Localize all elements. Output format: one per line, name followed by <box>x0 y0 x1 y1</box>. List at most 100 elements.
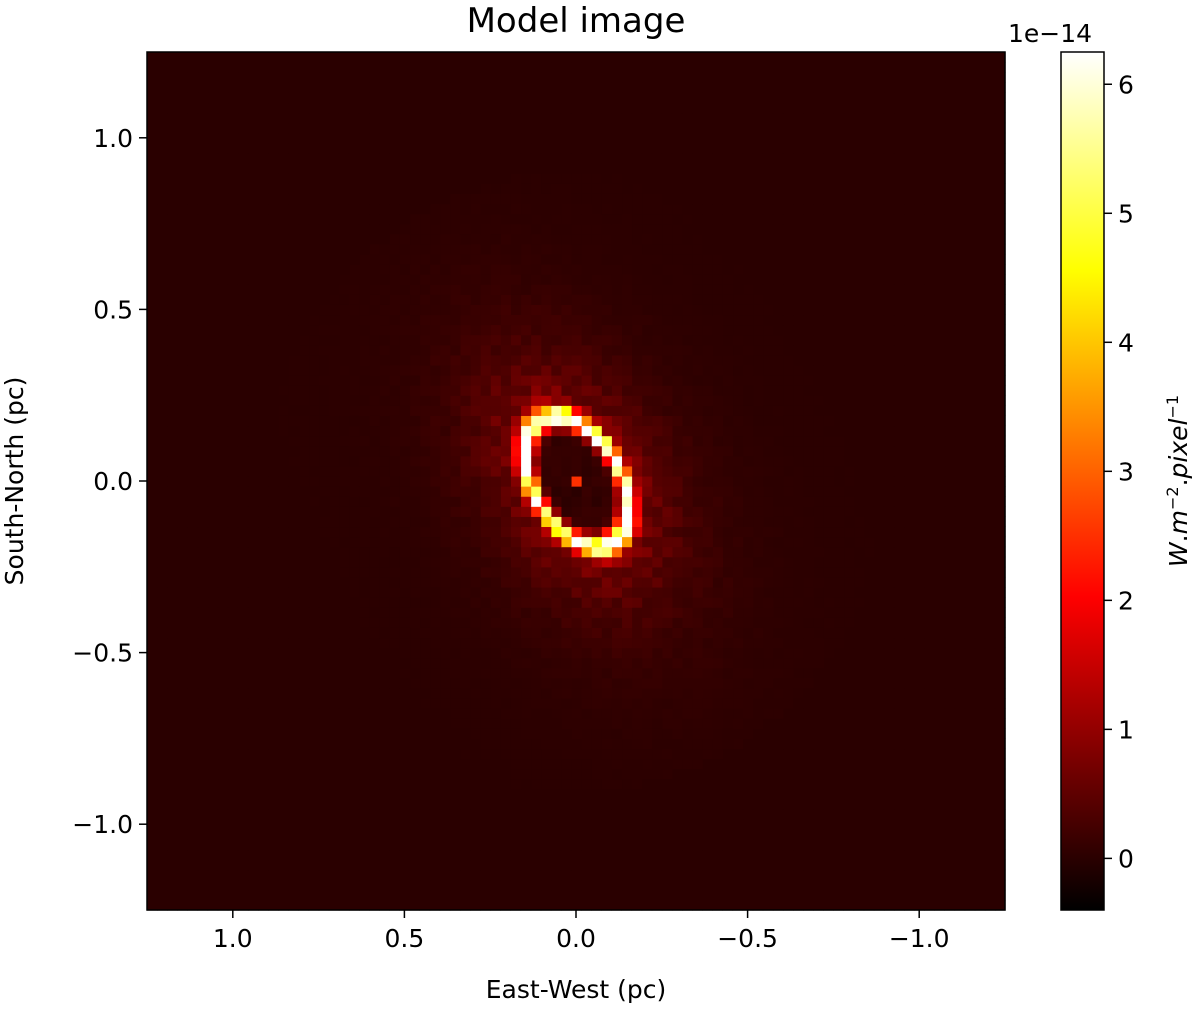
heatmap-cell <box>702 375 713 386</box>
heatmap-cell <box>994 526 1006 538</box>
heatmap-cell <box>681 829 693 840</box>
heatmap-cell <box>581 718 592 729</box>
heatmap-cell <box>207 415 219 427</box>
heatmap-cell <box>611 536 623 548</box>
heatmap-cell <box>369 758 380 770</box>
heatmap-cell <box>530 667 542 679</box>
heatmap-cell <box>500 788 511 800</box>
heatmap-cell <box>883 405 895 416</box>
heatmap-cell <box>439 859 451 871</box>
heatmap-cell <box>278 889 289 901</box>
heatmap-cell <box>581 344 592 356</box>
heatmap-cell <box>157 859 168 871</box>
heatmap-cell <box>611 637 623 649</box>
heatmap-cell <box>813 738 824 750</box>
heatmap-cell <box>994 344 1006 356</box>
heatmap-cell <box>671 506 683 517</box>
heatmap-cell <box>732 475 744 487</box>
heatmap-cell <box>247 728 259 739</box>
heatmap-cell <box>843 344 855 356</box>
heatmap-cell <box>157 718 168 729</box>
heatmap-cell <box>863 546 875 558</box>
heatmap-cell <box>893 667 905 679</box>
heatmap-cell <box>570 314 582 326</box>
heatmap-cell <box>772 566 784 578</box>
heatmap-cell <box>197 455 209 467</box>
heatmap-cell <box>621 586 633 598</box>
heatmap-cell <box>318 849 330 861</box>
heatmap-cell <box>470 869 481 881</box>
heatmap-cell <box>793 465 804 477</box>
heatmap-cell <box>459 465 471 477</box>
heatmap-cell <box>782 435 794 447</box>
heatmap-cell <box>591 698 602 709</box>
heatmap-cell <box>197 536 209 548</box>
heatmap-cell <box>873 718 885 729</box>
heatmap-cell <box>591 375 602 386</box>
heatmap-cell <box>843 859 855 871</box>
heatmap-cell <box>358 728 370 739</box>
heatmap-cell <box>742 516 754 528</box>
heatmap-cell <box>258 566 269 578</box>
heatmap-cell <box>318 526 330 538</box>
heatmap-cell <box>712 486 723 497</box>
heatmap-cell <box>187 607 199 618</box>
heatmap-cell <box>570 698 582 709</box>
heatmap-cell <box>510 586 522 598</box>
heatmap-cell <box>681 314 693 326</box>
heatmap-cell <box>793 718 804 729</box>
heatmap-cell <box>732 586 744 598</box>
heatmap-cell <box>147 586 158 598</box>
heatmap-cell <box>459 869 471 881</box>
heatmap-cell <box>974 748 986 760</box>
heatmap-cell <box>470 627 481 639</box>
heatmap-cell <box>944 798 956 810</box>
heatmap-cell <box>853 375 865 386</box>
heatmap-cell <box>550 375 562 386</box>
heatmap-cell <box>742 354 754 366</box>
heatmap-cell <box>369 647 380 659</box>
heatmap-cell <box>520 798 532 810</box>
heatmap-cell <box>631 637 643 649</box>
heatmap-cell <box>459 768 471 780</box>
heatmap-cell <box>924 869 935 881</box>
heatmap-cell <box>500 809 511 820</box>
heatmap-cell <box>490 798 501 810</box>
heatmap-cell <box>480 708 491 719</box>
heatmap-cell <box>389 758 400 770</box>
heatmap-cell <box>217 869 229 881</box>
heatmap-cell <box>611 708 623 719</box>
heatmap-cell <box>833 435 845 447</box>
heatmap-cell <box>934 435 946 447</box>
heatmap-cell <box>399 425 411 437</box>
heatmap-cell <box>167 829 178 840</box>
heatmap-cell <box>500 455 511 467</box>
heatmap-cell <box>540 677 552 689</box>
heatmap-cell <box>782 768 794 780</box>
heatmap-cell <box>480 556 491 568</box>
heatmap-cell <box>581 385 592 396</box>
heatmap-cell <box>490 809 501 820</box>
heatmap-cell <box>470 889 481 901</box>
heatmap-cell <box>641 516 653 528</box>
heatmap-cell <box>994 496 1006 507</box>
heatmap-cell <box>611 728 623 739</box>
heatmap-cell <box>348 475 360 487</box>
heatmap-cell <box>560 768 572 780</box>
heatmap-cell <box>823 364 834 376</box>
heatmap-cell <box>833 748 845 760</box>
heatmap-cell <box>722 788 734 800</box>
heatmap-cell <box>369 516 380 528</box>
heatmap-cell <box>621 516 633 528</box>
heatmap-cell <box>550 617 562 628</box>
heatmap-cell <box>177 344 188 356</box>
heatmap-cell <box>358 375 370 386</box>
heatmap-cell <box>520 788 532 800</box>
heatmap-cell <box>490 385 501 396</box>
heatmap-cell <box>843 657 855 669</box>
heatmap-cell <box>419 425 431 437</box>
heatmap-cell <box>288 889 300 901</box>
heatmap-cell <box>540 819 552 830</box>
heatmap-cell <box>247 899 259 911</box>
heatmap-cell <box>470 849 481 861</box>
